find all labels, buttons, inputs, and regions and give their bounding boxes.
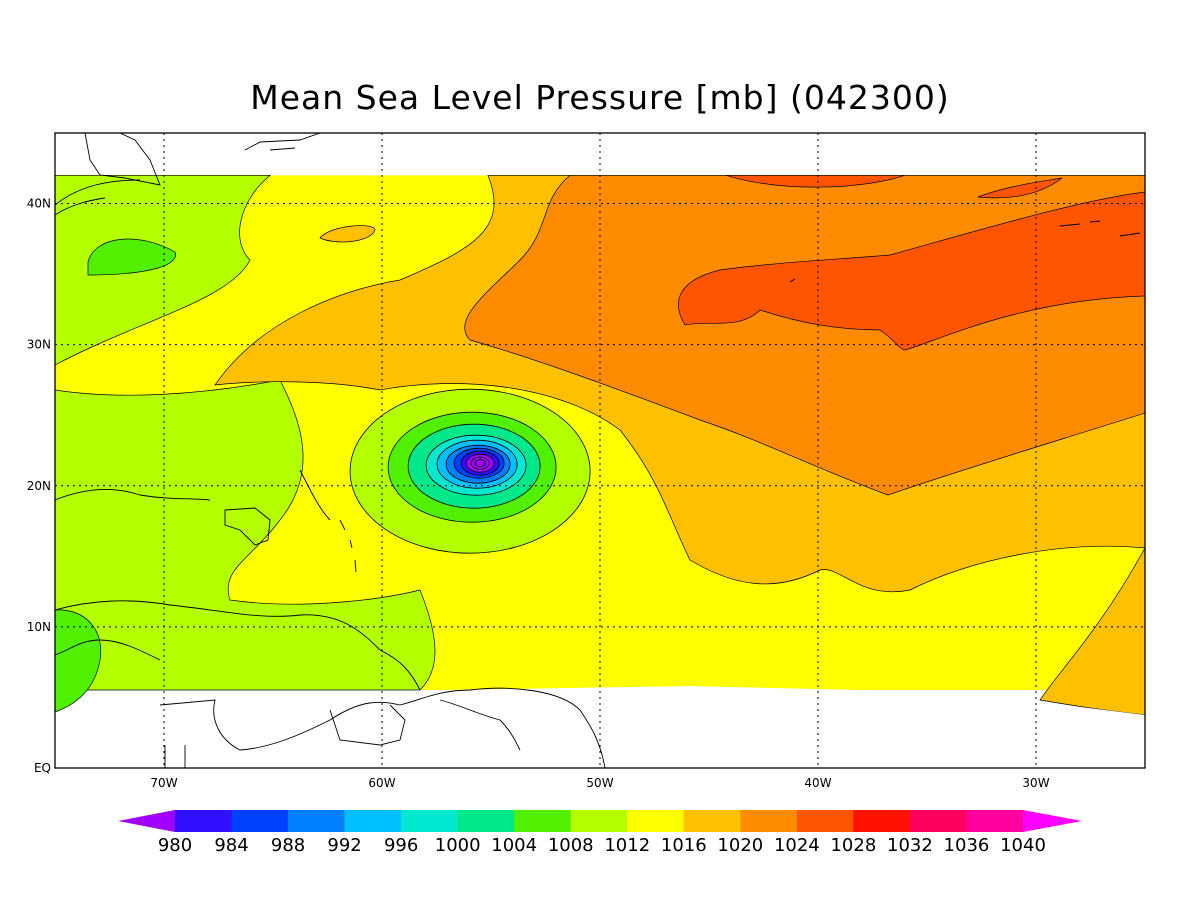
coastline-4 xyxy=(224,507,271,546)
lon-tick-label: 50W xyxy=(586,776,613,790)
isobar-ring-10 xyxy=(474,459,486,468)
colorbar-level-label: 1036 xyxy=(944,835,990,856)
band-1008-north xyxy=(55,174,271,366)
band-1024-north xyxy=(725,174,906,188)
band-1016-patch xyxy=(319,225,376,243)
colorbar-level-label: 992 xyxy=(327,835,361,856)
coastline-7 xyxy=(159,687,606,768)
colorbar-swatch xyxy=(909,810,967,832)
band-1024-patch xyxy=(977,177,1063,199)
band-1004-north xyxy=(87,238,176,276)
band-1024 xyxy=(678,191,1145,351)
coastline-2 xyxy=(244,133,321,151)
coastline-9 xyxy=(439,699,521,751)
coastline-5 xyxy=(299,469,357,573)
lon-tick-label: 30W xyxy=(1022,776,1049,790)
colorbar-swatch xyxy=(796,810,854,832)
colorbar-level-label: 984 xyxy=(214,835,248,856)
lat-tick-label: 30N xyxy=(27,338,51,352)
colorbar-level-label: 1008 xyxy=(548,835,594,856)
lat-tick-label: EQ xyxy=(34,761,51,775)
lat-tick-label: 40N xyxy=(27,197,51,211)
colorbar-level-label: 1000 xyxy=(435,835,481,856)
colorbar-level-label: 988 xyxy=(271,835,305,856)
colorbar-arrow-low xyxy=(118,810,175,832)
colorbar-swatch xyxy=(175,810,233,832)
colorbar-level-label: 1028 xyxy=(830,835,876,856)
plot-frame xyxy=(54,132,1146,769)
colorbar-swatch xyxy=(344,810,402,832)
colorbar-level-label: 1040 xyxy=(1000,835,1046,856)
colorbar-level-label: 996 xyxy=(384,835,418,856)
colorbar-swatch xyxy=(401,810,459,832)
map-title: Mean Sea Level Pressure [mb] (042300) xyxy=(250,78,950,117)
coastline-6 xyxy=(55,600,421,691)
colorbar-level-label: 1024 xyxy=(774,835,820,856)
pressure-field xyxy=(55,174,1145,768)
colorbar-swatch xyxy=(231,810,289,832)
colorbar-arrow-high xyxy=(1023,810,1082,832)
axis-labels: 70W 60W 50W 40W 30W EQ 10N 20N 30N 40N xyxy=(27,197,1050,790)
lat-tick-label: 10N xyxy=(27,620,51,634)
coastline-11 xyxy=(55,639,161,661)
colorbar-swatch xyxy=(740,810,798,832)
coastline-12 xyxy=(1059,220,1141,237)
coastline-0 xyxy=(84,133,161,186)
coastline-10 xyxy=(164,745,186,768)
colorbar-level-label: 1004 xyxy=(491,835,537,856)
coastlines xyxy=(55,133,1141,768)
grid-lines xyxy=(55,133,1145,768)
colorbar-level-label: 1032 xyxy=(887,835,933,856)
band-1004-south xyxy=(55,609,102,713)
colorbar: 980 984 988 992 996 1000 1004 1008 1012 1016 1020 1… xyxy=(118,810,1082,856)
colorbar-swatch xyxy=(966,810,1024,832)
colorbar-level-label: 1016 xyxy=(661,835,707,856)
coastline-13 xyxy=(789,278,796,283)
lon-tick-label: 40W xyxy=(804,776,831,790)
coastline-8 xyxy=(329,704,406,746)
colorbar-swatch xyxy=(288,810,346,832)
lat-tick-label: 20N xyxy=(27,479,51,493)
colorbar-swatch xyxy=(853,810,911,832)
lon-tick-label: 60W xyxy=(368,776,395,790)
coastline-3 xyxy=(55,489,211,501)
colorbar-level-label: 1012 xyxy=(604,835,650,856)
lon-tick-label: 70W xyxy=(150,776,177,790)
colorbar-swatch xyxy=(570,810,628,832)
colorbar-swatch xyxy=(514,810,572,832)
colorbar-level-label: 980 xyxy=(158,835,192,856)
colorbar-level-label: 1020 xyxy=(717,835,763,856)
colorbar-swatch xyxy=(627,810,685,832)
colorbar-swatch xyxy=(683,810,741,832)
colorbar-swatch xyxy=(457,810,515,832)
